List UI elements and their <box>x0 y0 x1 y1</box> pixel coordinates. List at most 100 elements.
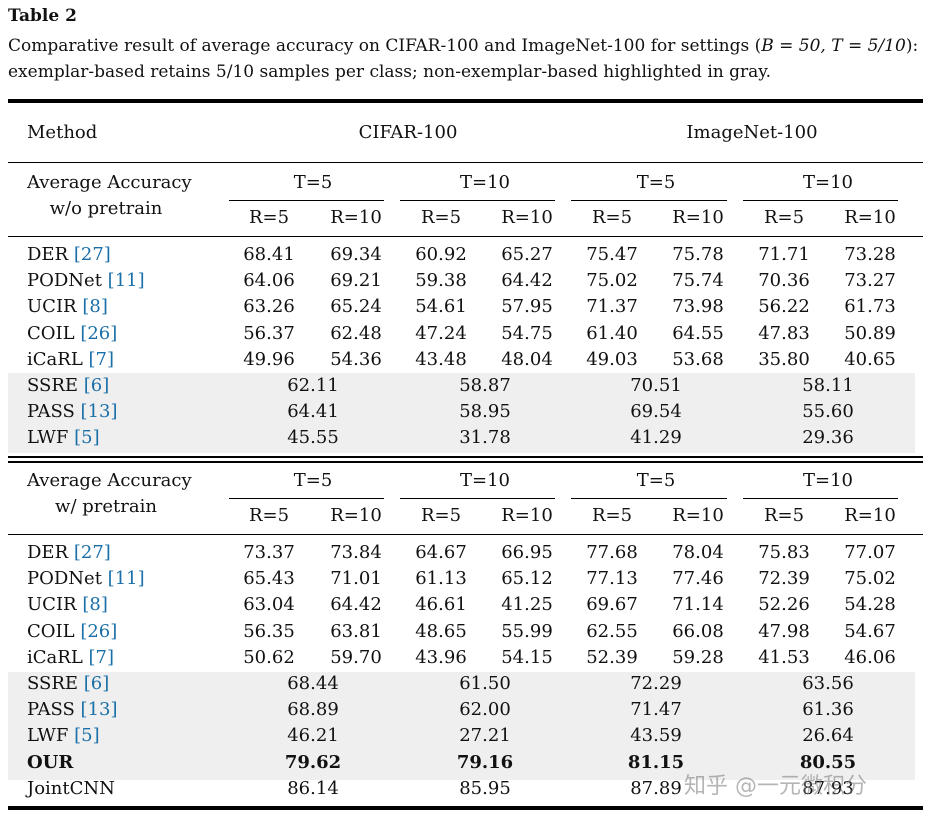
table-cell: 61.13 <box>415 568 467 590</box>
r-label: R=5 <box>763 505 805 526</box>
table-cell: 69.34 <box>330 244 382 265</box>
citation-link[interactable]: [27] <box>73 542 111 563</box>
citation-link[interactable]: [7] <box>88 348 115 370</box>
r-label: R=10 <box>672 207 724 228</box>
citation-link[interactable]: [27] <box>73 244 111 265</box>
citation-link[interactable]: [11] <box>107 568 145 590</box>
table-cell: 69.67 <box>586 594 638 616</box>
table-cell: 41.29 <box>630 427 682 449</box>
method-name: JointCNN <box>27 777 115 799</box>
table-cell: 75.83 <box>758 542 810 563</box>
table-caption: Comparative result of average accuracy o… <box>8 33 933 85</box>
table-cell: 68.89 <box>287 699 339 721</box>
our-cell: 79.62 <box>284 751 342 773</box>
citation-link[interactable]: [8] <box>82 296 108 318</box>
table-cell: 68.41 <box>243 244 295 265</box>
dataset-header-imagenet: ImageNet-100 <box>686 122 818 143</box>
table-cell: 64.42 <box>330 594 382 616</box>
table-row-method: PASS [13] <box>27 401 118 422</box>
table-cell: 71.14 <box>672 594 724 616</box>
table-cell: 62.00 <box>459 699 511 721</box>
section-subtitle: w/ pretrain <box>55 496 157 517</box>
r-label: R=10 <box>672 505 724 526</box>
table-cell: 29.36 <box>802 427 854 449</box>
table-cell: 66.95 <box>501 542 553 563</box>
joint-cell: 87.89 <box>630 777 682 799</box>
table-cell: 31.78 <box>459 427 511 449</box>
section-title: Average Accuracy <box>27 172 192 193</box>
table-cell: 73.28 <box>844 244 896 265</box>
table-cell: 63.81 <box>330 620 382 642</box>
table-cell: 53.68 <box>672 348 724 370</box>
table-cell: 55.60 <box>802 401 854 423</box>
table-cell: 77.46 <box>672 568 724 590</box>
citation-link[interactable]: [11] <box>107 270 145 292</box>
table-cell: 77.68 <box>586 542 638 563</box>
citation-link[interactable]: [26] <box>80 620 118 642</box>
method-name: UCIR <box>27 296 77 318</box>
citation-link[interactable]: [7] <box>88 646 115 668</box>
citation-link[interactable]: [13] <box>80 699 118 721</box>
citation-link[interactable]: [8] <box>82 594 108 616</box>
r-label: R=10 <box>330 505 382 526</box>
table-cell: 55.99 <box>501 620 553 642</box>
t-group-rule <box>743 498 898 499</box>
citation-link[interactable]: [6] <box>83 375 110 396</box>
method-name: iCaRL <box>27 646 83 668</box>
table-cell: 70.51 <box>630 375 682 396</box>
t-label: T=10 <box>803 470 853 491</box>
table-row-method: UCIR [8] <box>27 296 108 317</box>
citation-link[interactable]: [26] <box>80 322 118 344</box>
table-cell: 64.06 <box>243 270 295 292</box>
table-cell: 64.55 <box>672 322 724 344</box>
table-cell: 65.43 <box>243 568 295 590</box>
table-row-method: COIL [26] <box>27 621 117 642</box>
nonexemplar-band <box>8 672 915 780</box>
table-cell: 48.65 <box>415 620 467 642</box>
table-cell: 50.89 <box>844 322 896 344</box>
t-group-rule <box>571 498 727 499</box>
table-cell: 52.39 <box>586 646 638 668</box>
r-label: R=5 <box>420 207 462 228</box>
table-cell: 60.92 <box>415 244 467 265</box>
method-name: DER <box>27 244 69 265</box>
table-cell: 46.61 <box>415 594 467 616</box>
table-cell: 75.74 <box>672 270 724 292</box>
citation-link[interactable]: [13] <box>80 401 118 423</box>
citation-link[interactable]: [5] <box>74 725 100 747</box>
header-rule <box>8 162 923 163</box>
table-cell: 49.96 <box>243 348 295 370</box>
table-cell: 43.59 <box>630 725 682 747</box>
r-label: R=5 <box>591 207 633 228</box>
table-row-method: COIL [26] <box>27 323 117 344</box>
table-row-method: SSRE [6] <box>27 673 109 694</box>
table-cell: 75.02 <box>586 270 638 292</box>
section-subtitle: w/o pretrain <box>49 198 163 219</box>
table-cell: 56.22 <box>758 296 810 318</box>
table-cell: 45.55 <box>287 427 339 449</box>
table-row-method: LWF [5] <box>27 427 100 448</box>
table-cell: 59.38 <box>415 270 467 292</box>
table-cell: 54.67 <box>844 620 896 642</box>
table-cell: 58.87 <box>459 375 511 396</box>
method-name: iCaRL <box>27 348 83 370</box>
method-name: SSRE <box>27 673 79 694</box>
table-cell: 47.98 <box>758 620 810 642</box>
citation-link[interactable]: [5] <box>74 427 100 449</box>
table-cell: 43.48 <box>415 348 467 370</box>
table-cell: 48.04 <box>501 348 553 370</box>
t-group-rule <box>571 200 727 201</box>
table-cell: 56.35 <box>243 620 295 642</box>
table-cell: 73.27 <box>844 270 896 292</box>
method-header: Method <box>27 122 98 143</box>
section-title: Average Accuracy <box>27 470 192 491</box>
section-divider-top <box>8 456 923 458</box>
citation-link[interactable]: [6] <box>83 673 110 694</box>
r-label: R=10 <box>330 207 382 228</box>
our-row-method: OUR <box>27 752 73 773</box>
table-cell: 59.28 <box>672 646 724 668</box>
method-name: DER <box>27 542 69 563</box>
table-row-method: PODNet [11] <box>27 568 145 589</box>
table-cell: 69.21 <box>330 270 382 292</box>
table-label: Table 2 <box>8 6 77 26</box>
